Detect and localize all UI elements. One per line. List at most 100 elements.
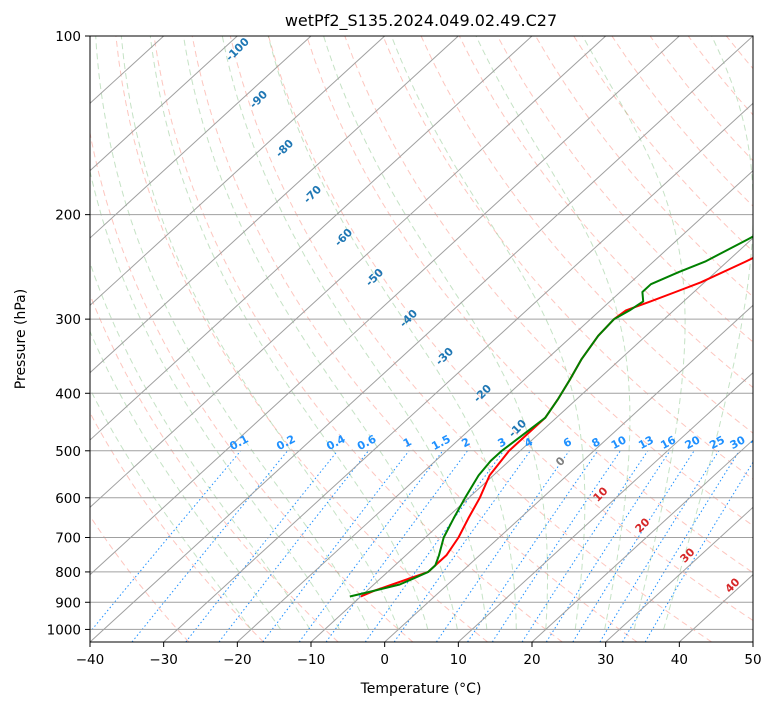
x-axis: −40 −30 −20 −10 0 10 20 30 40 50 xyxy=(76,642,762,668)
moist-adiabat-line xyxy=(95,36,370,630)
dry-adiabat-line xyxy=(687,36,753,116)
dry-adiabat-line xyxy=(153,36,563,642)
isotherm-grid-line xyxy=(90,36,459,374)
mixing-ratio-label: 2 xyxy=(459,435,472,450)
moist-adiabat-line xyxy=(663,36,753,630)
isotherm-grid xyxy=(90,36,753,642)
dry-adiabat-line xyxy=(458,36,753,389)
moist-adiabat-line xyxy=(221,36,488,630)
mixing-ratio-label: 0.2 xyxy=(274,432,297,453)
x-tick-label: 40 xyxy=(671,652,688,668)
x-tick-label: 50 xyxy=(744,652,761,668)
mixing-ratio-line xyxy=(491,450,621,642)
dry-adiabat-line xyxy=(229,36,712,642)
isotherm-grid-line xyxy=(384,304,753,642)
lcl-label: -40 xyxy=(397,307,420,330)
y-tick-label: 800 xyxy=(55,565,81,581)
isotherm-grid-line xyxy=(236,169,753,642)
moist-adiabat-line xyxy=(582,36,686,630)
dry-adiabat-line xyxy=(382,36,753,480)
moist-adiabat-line xyxy=(475,36,631,630)
dry-adiabat-label: 10 xyxy=(591,484,611,504)
dry-adiabat-line xyxy=(496,36,753,343)
mixing-ratio-line xyxy=(90,450,242,633)
mixing-ratio-label: 0.4 xyxy=(324,432,348,453)
y-axis-label: Pressure (hPa) xyxy=(13,289,29,389)
isotherm-grid-line xyxy=(90,36,607,509)
moist-adiabat-line xyxy=(390,36,586,630)
mixing-ratio-label: 6 xyxy=(561,435,574,450)
y-tick-label: 700 xyxy=(55,531,81,547)
mixing-ratio-label: 13 xyxy=(636,433,656,452)
chart-title: wetPf2_S135.2024.049.02.49.C27 xyxy=(285,11,557,31)
mixing-ratio-label: 20 xyxy=(683,433,703,452)
x-tick-label: −40 xyxy=(76,652,105,668)
mixing-ratio-line xyxy=(435,450,570,642)
x-tick-label: −20 xyxy=(223,652,252,668)
y-tick-label: 500 xyxy=(55,444,81,460)
dry-adiabat-line xyxy=(420,36,753,434)
mixing-ratio-line xyxy=(325,450,468,642)
x-tick-label: 20 xyxy=(523,652,540,668)
isotherm-grid-line xyxy=(90,36,238,172)
mixing-ratio-line xyxy=(599,450,720,642)
mixing-ratio-line xyxy=(298,450,444,642)
y-tick-label: 1000 xyxy=(47,622,81,638)
mixing-ratio-label: 4 xyxy=(522,435,535,450)
y-tick-label: 900 xyxy=(55,595,81,611)
dry-adiabat-line xyxy=(268,36,753,622)
x-tick-label: 0 xyxy=(380,652,389,668)
mixing-ratio-line xyxy=(131,450,288,642)
x-tick-label: −10 xyxy=(297,652,326,668)
y-tick-label: 200 xyxy=(55,208,81,224)
mixing-ratio-line xyxy=(467,450,599,642)
mixing-ratio-line xyxy=(218,450,369,642)
dry-adiabat-line xyxy=(306,36,753,574)
y-axis: 100 200 300 400 500 600 700 800 900 1000 xyxy=(47,29,90,638)
dry-adiabat-label: 40 xyxy=(723,575,743,595)
x-tick-label: 30 xyxy=(597,652,614,668)
isotherm-grid-line xyxy=(163,102,753,642)
dry-adiabat-label: 20 xyxy=(633,515,653,535)
mixing-ratio-label: 10 xyxy=(609,433,629,452)
isotherm-grid-line xyxy=(605,506,753,642)
series-layer xyxy=(349,235,753,598)
mixing-ratio-line xyxy=(572,450,695,642)
isotherm-grid-line xyxy=(90,36,312,239)
mixing-ratio-label: 25 xyxy=(707,433,727,452)
dry-adiabat-line xyxy=(115,36,488,642)
y-tick-label: 300 xyxy=(55,312,81,328)
isotherm-grid-line xyxy=(90,36,533,441)
lcl-label: -20 xyxy=(471,382,494,405)
moist-adiabat-line xyxy=(267,36,517,630)
moist-adiabat-line xyxy=(90,387,252,630)
isotherm-grid-line xyxy=(310,237,753,642)
isotherm-grid-line xyxy=(90,36,680,576)
mixing-ratio-line xyxy=(545,450,671,642)
mixing-ratio-line xyxy=(185,450,338,642)
y-tick-label: 100 xyxy=(55,29,81,45)
lcl-label: -30 xyxy=(433,345,456,368)
lcl-label: -50 xyxy=(363,266,386,289)
mixing-ratio-line xyxy=(364,450,505,642)
inline-labels: 0.1 0.2 0.4 0.6 1 1.5 2 3 4 6 8 10 13 16 20 25 30 36-100-… xyxy=(223,35,753,596)
dry-adiabat-line xyxy=(90,411,264,642)
dry-adiabat-line xyxy=(649,36,753,162)
dry-adiabat-label: 0 xyxy=(553,454,568,469)
x-tick-label: −30 xyxy=(149,652,178,668)
mixing-ratio-line xyxy=(644,461,753,642)
x-tick-label: 10 xyxy=(450,652,467,668)
mixing-ratio-label: 0.1 xyxy=(227,432,250,453)
dry-adiabat-label: 30 xyxy=(678,545,698,565)
moist-adiabat-line xyxy=(149,36,429,630)
pressure-grid xyxy=(90,36,753,630)
mixing-ratio-line xyxy=(621,450,740,642)
dry-adiabat-line xyxy=(191,36,638,642)
lcl-label: -70 xyxy=(301,183,324,206)
moist-adiabat-line xyxy=(90,330,282,630)
moist-adiabat-line xyxy=(323,36,548,630)
dry-adiabat-line xyxy=(90,515,190,642)
plot-area: 0.1 0.2 0.4 0.6 1 1.5 2 3 4 6 8 10 13 16 20 25 30 36-100-… xyxy=(90,35,753,642)
lcl-label: -100 xyxy=(223,35,252,64)
